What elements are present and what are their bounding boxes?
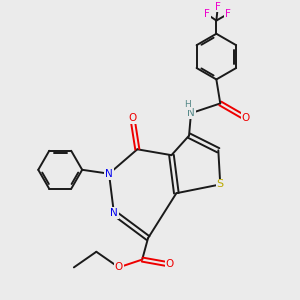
Text: N: N: [187, 108, 195, 118]
Text: N: N: [105, 169, 113, 179]
Text: N: N: [110, 208, 118, 218]
Text: H: H: [184, 100, 191, 109]
Text: O: O: [128, 113, 136, 123]
Text: O: O: [242, 113, 250, 123]
Text: F: F: [204, 9, 210, 19]
Text: S: S: [217, 179, 224, 189]
Text: O: O: [115, 262, 123, 272]
Text: O: O: [165, 260, 174, 269]
Text: F: F: [215, 2, 221, 11]
Text: F: F: [224, 9, 230, 19]
